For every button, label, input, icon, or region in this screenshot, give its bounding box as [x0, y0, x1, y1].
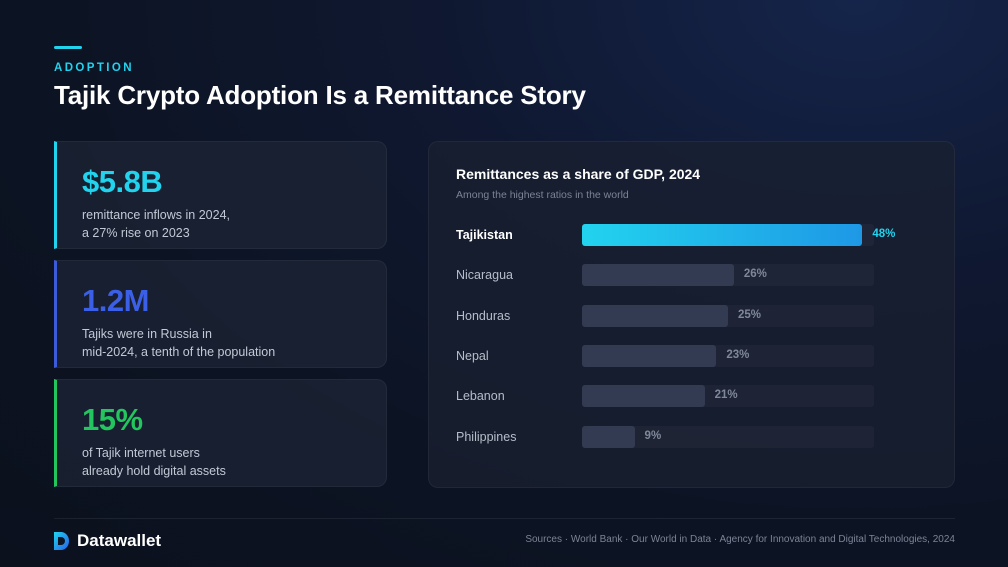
stat-value: 1.2M [82, 283, 149, 318]
value-label: 9% [644, 429, 662, 442]
chart-title: Remittances as a share of GDP, 2024 [456, 166, 701, 182]
stat-value: $5.8B [82, 164, 163, 199]
stat-desc-line: already hold digital assets [82, 464, 226, 478]
stat-description: Tajiks were in Russia in mid-2024, a ten… [82, 325, 275, 361]
section-eyebrow: ADOPTION [54, 62, 134, 74]
sources-text: Sources · World Bank · Our World in Data… [525, 534, 955, 545]
bar-row: Nicaragua 26% [429, 264, 954, 287]
category-label: Philippines [456, 429, 517, 444]
bar-track [582, 425, 874, 448]
stat-value: 15% [82, 402, 143, 437]
bar-track [582, 224, 874, 246]
value-label: 25% [738, 308, 762, 321]
value-label: 48% [872, 228, 896, 240]
footer-divider [54, 518, 955, 519]
accent-bar [54, 46, 82, 49]
category-label: Tajikistan [456, 228, 513, 242]
bar-row: Lebanon 21% [429, 385, 954, 408]
bar-track [582, 344, 874, 367]
bar [582, 385, 705, 408]
brand-logo[interactable]: Datawallet [54, 531, 161, 551]
stat-desc-line: mid-2024, a tenth of the population [82, 345, 276, 359]
value-label: 21% [714, 389, 738, 402]
chart-subtitle: Among the highest ratios in the world [456, 189, 629, 201]
bar [582, 304, 728, 327]
stat-card-migrants: 1.2M Tajiks were in Russia in mid-2024, … [54, 260, 387, 368]
datawallet-logo-icon [54, 532, 69, 550]
stat-card-digital-assets: 15% of Tajik internet users already hold… [54, 379, 387, 487]
brand-name: Datawallet [77, 531, 162, 550]
bar-row: Philippines 9% [429, 425, 954, 448]
remittance-chart-card: Remittances as a share of GDP, 2024 Amon… [428, 141, 955, 488]
bar [582, 264, 734, 287]
bar [582, 224, 863, 246]
stat-desc-line: of Tajik internet users [82, 446, 200, 460]
stat-desc-line: a 27% rise on 2023 [82, 226, 190, 240]
value-label: 26% [743, 268, 767, 281]
category-label: Lebanon [456, 389, 505, 404]
stat-desc-line: Tajiks were in Russia in [82, 327, 212, 341]
category-label: Nicaragua [456, 268, 513, 283]
bar-track [582, 385, 874, 408]
value-label: 23% [726, 348, 750, 361]
bar [582, 344, 717, 367]
bar-row: Tajikistan 48% [429, 224, 954, 246]
page-title: Tajik Crypto Adoption Is a Remittance St… [54, 80, 586, 110]
category-label: Honduras [456, 308, 511, 323]
bar [582, 425, 635, 448]
stat-desc-line: remittance inflows in 2024, [82, 208, 230, 222]
stat-description: of Tajik internet users already hold dig… [82, 444, 226, 480]
stat-description: remittance inflows in 2024, a 27% rise o… [82, 206, 230, 242]
stat-card-remittance: $5.8B remittance inflows in 2024, a 27% … [54, 141, 387, 249]
bar-track [582, 304, 874, 327]
bar-row: Nepal 23% [429, 344, 954, 367]
category-label: Nepal [456, 348, 489, 363]
bar-track [582, 264, 874, 287]
bar-row: Honduras 25% [429, 304, 954, 327]
